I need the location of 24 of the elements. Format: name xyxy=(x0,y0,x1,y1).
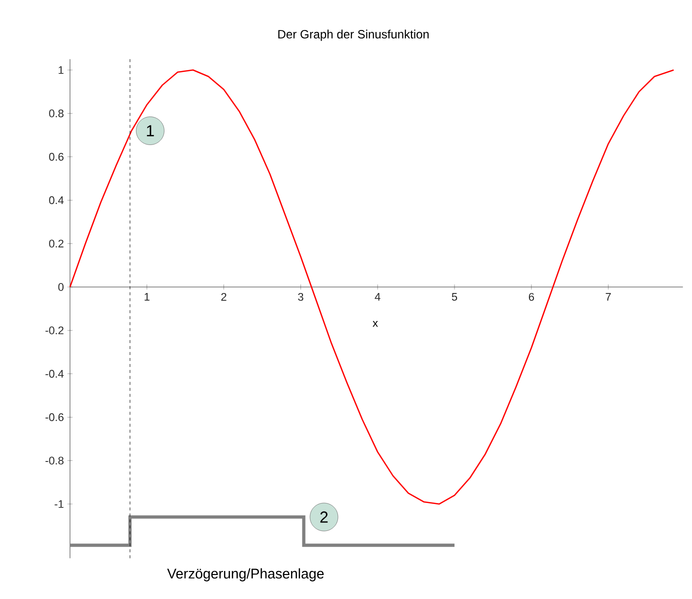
y-tick-label: -0.6 xyxy=(46,413,64,422)
annotation: 2 xyxy=(320,511,328,523)
x-tick-label: 3 xyxy=(298,293,304,301)
x-tick-label: 1 xyxy=(144,293,150,301)
x-tick-label: 2 xyxy=(221,293,226,301)
x-tick-label: 5 xyxy=(452,293,458,301)
y-tick-label: 1 xyxy=(58,66,64,74)
text: Verzögerung/Phasenlage xyxy=(167,568,324,582)
y-tick-label: -0.8 xyxy=(46,456,64,464)
x-tick-label: 7 xyxy=(606,293,611,301)
y-tick-label: -0.4 xyxy=(46,370,64,378)
line-series xyxy=(69,69,674,505)
y-tick-label: 0.8 xyxy=(49,109,64,118)
x-tick-label: 6 xyxy=(528,293,534,301)
y-tick-label: 0 xyxy=(58,283,64,291)
chart-title: Der Graph der Sinusfunktion xyxy=(278,30,429,41)
annotation: 1 xyxy=(146,125,154,136)
y-tick-label: -1 xyxy=(54,500,64,508)
x-tick-label: 4 xyxy=(374,293,380,301)
y-tick-label: 0.2 xyxy=(49,240,64,248)
y-tick-label: 0.4 xyxy=(49,196,64,204)
y-tick-label: -0.2 xyxy=(46,326,64,334)
x-axis-title: x xyxy=(372,320,378,327)
y-tick-label: 0.6 xyxy=(49,152,64,161)
